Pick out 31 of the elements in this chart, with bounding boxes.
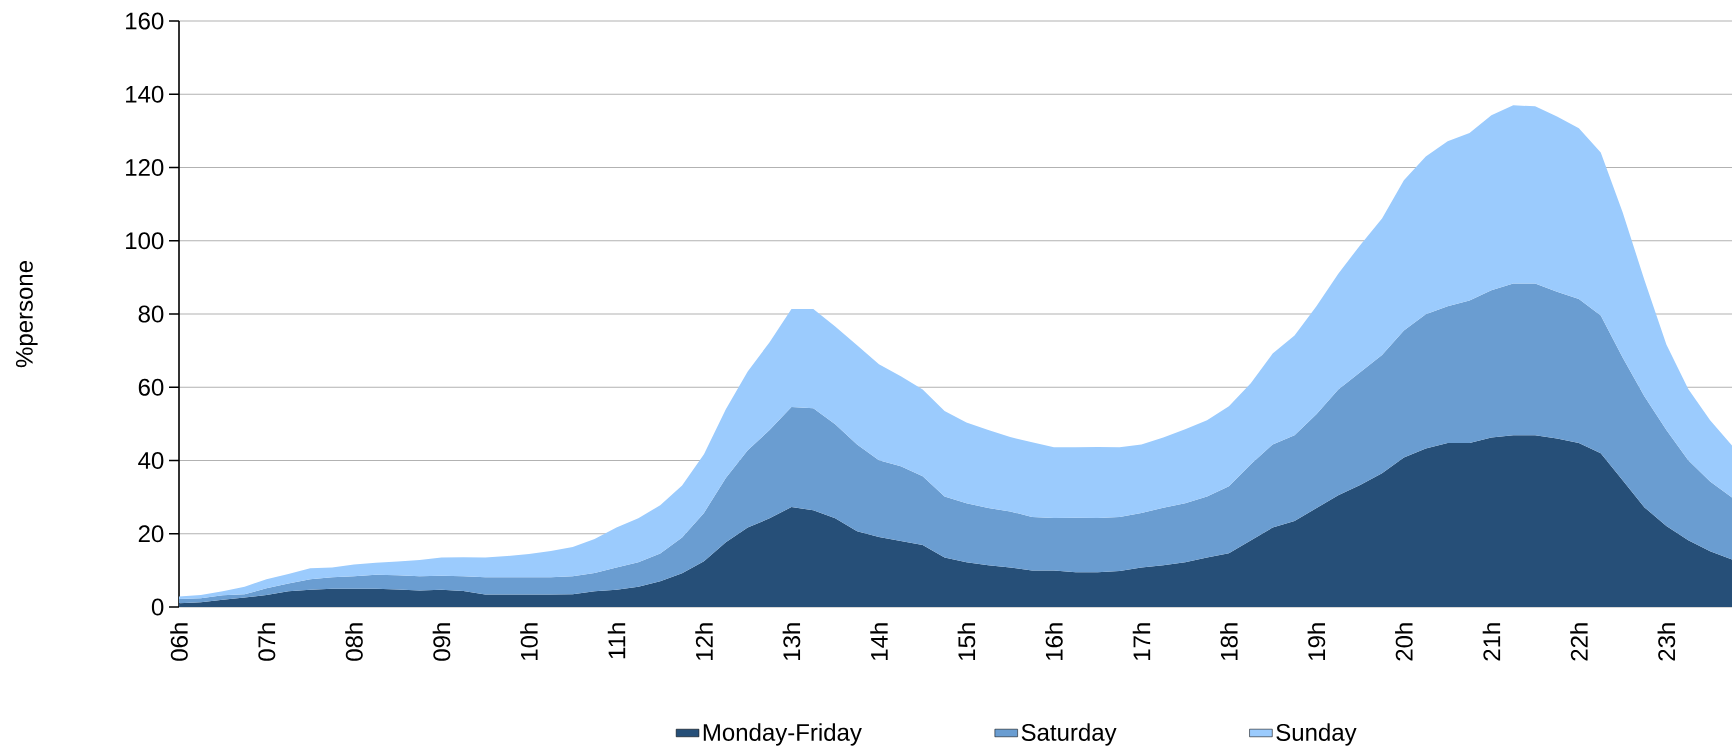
- x-tick-label: 19h: [1307, 623, 1326, 660]
- x-tick-label: 06h: [170, 623, 188, 661]
- y-tick-label: 120: [126, 158, 164, 176]
- y-tick-label: 80: [138, 305, 164, 323]
- x-tick-label: 20h: [1395, 623, 1413, 661]
- x-tick-label: 17h: [1132, 623, 1151, 660]
- x-tick-label: 07h: [257, 623, 276, 661]
- x-tick-label: 11h: [607, 623, 626, 659]
- x-tick-label: 13h: [782, 623, 801, 660]
- x-tick-label: 10h: [520, 623, 538, 660]
- y-tick-label: 60: [138, 378, 164, 396]
- x-tick-label: 23h: [1657, 623, 1676, 661]
- x-tick-label: 22h: [1570, 623, 1588, 661]
- x-tick-label: 15h: [957, 623, 976, 660]
- x-tick-label: 09h: [432, 623, 451, 661]
- y-tick-label: 40: [138, 451, 164, 469]
- x-tick-label: 18h: [1220, 623, 1238, 660]
- legend-label: Saturday: [1021, 723, 1117, 746]
- y-tick-label: 160: [126, 12, 164, 30]
- y-tick-label: 20: [138, 525, 164, 543]
- legend-label: Monday-Friday: [703, 723, 862, 746]
- y-tick-label: 0: [151, 598, 164, 616]
- x-tick-label: 12h: [695, 623, 713, 660]
- y-tick-label: 140: [126, 85, 164, 103]
- y-axis-title: %persone: [15, 261, 38, 368]
- x-tick-label: 08h: [345, 623, 363, 661]
- y-tick-label: 100: [126, 232, 164, 250]
- x-tick-label: 16h: [1045, 623, 1063, 660]
- legend-label: Sunday: [1276, 723, 1357, 746]
- x-tick-label: 14h: [870, 623, 888, 660]
- x-tick-label: 21h: [1482, 623, 1501, 661]
